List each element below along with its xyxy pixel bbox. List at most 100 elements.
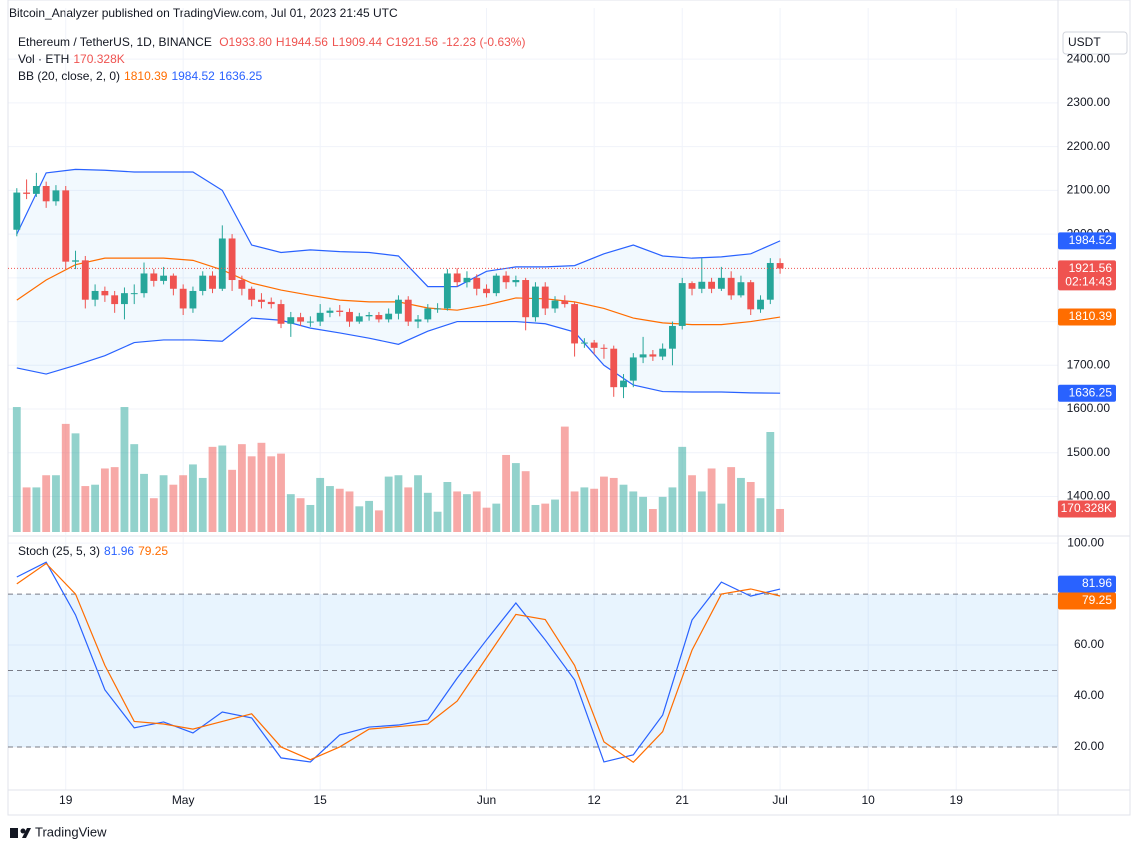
- stoch-tick-label: 60.00: [1074, 637, 1104, 651]
- candle-body: [669, 325, 676, 349]
- volume-bar: [247, 456, 256, 532]
- candle-body: [121, 293, 128, 305]
- candle-body: [13, 192, 21, 230]
- volume-bar: [149, 498, 158, 532]
- candle-body: [130, 293, 138, 295]
- candle-body: [189, 290, 197, 309]
- x-tick-label: Jul: [772, 793, 787, 807]
- stoch-d: 79.25: [138, 544, 169, 558]
- stoch-k: 81.96: [104, 544, 135, 558]
- x-tick-label: May: [172, 793, 195, 807]
- volume-bar: [697, 491, 706, 532]
- candle-body: [463, 277, 471, 283]
- volume-bar: [511, 463, 520, 532]
- candle-body: [610, 348, 618, 388]
- candle-body: [766, 262, 774, 300]
- last-price-label: 1921.56: [1069, 261, 1113, 275]
- volume-bar: [218, 445, 227, 532]
- candle-body: [267, 301, 275, 305]
- volume-bar: [502, 454, 511, 532]
- volume-name: Vol · ETH: [18, 52, 70, 66]
- candle-body: [150, 273, 158, 281]
- candle-body: [747, 282, 755, 310]
- candle-body: [727, 277, 735, 296]
- volume-bar: [668, 487, 677, 532]
- volume-bar: [590, 488, 599, 532]
- bb-lower: [16, 317, 781, 394]
- currency-button[interactable]: [1062, 31, 1128, 55]
- candle-body: [91, 290, 99, 300]
- stoch-tick-label: 20.00: [1074, 739, 1104, 753]
- candle-body: [355, 316, 363, 322]
- candle-body: [443, 273, 451, 309]
- candle-body: [375, 315, 383, 320]
- symbol-legend: Ethereum / TetherUS, 1D, BINANCE O1933.8…: [18, 35, 529, 49]
- volume-bar: [120, 407, 129, 532]
- volume-bar: [355, 506, 364, 532]
- volume-bar: [551, 499, 559, 532]
- volume-bar: [482, 507, 491, 532]
- volume-bar: [140, 473, 148, 532]
- volume-bar: [463, 494, 471, 532]
- stoch-line: [16, 562, 781, 764]
- volume-bar: [453, 491, 462, 532]
- chart-frame: [7, 0, 1131, 816]
- volume-bar: [443, 482, 452, 532]
- volume-bar: [492, 503, 501, 532]
- candle-body: [522, 280, 530, 318]
- volume-bar: [335, 488, 344, 532]
- candle-body: [306, 321, 314, 323]
- bb-lower: 1636.25: [218, 69, 263, 83]
- volume-bar: [22, 487, 31, 532]
- y-tick-label: 2300.00: [1067, 95, 1111, 109]
- candle-body: [717, 277, 725, 289]
- volume-bar: [159, 475, 168, 532]
- stoch-1-box: [1058, 592, 1116, 610]
- candle-body: [708, 281, 716, 289]
- volume-bar: [345, 491, 354, 532]
- candle-body: [649, 354, 657, 357]
- candle-body: [688, 283, 696, 289]
- bb-fill: [16, 169, 781, 394]
- candle-body: [639, 354, 647, 358]
- volume-bar: [277, 453, 285, 532]
- bb-upper: 1984.52: [171, 69, 215, 83]
- volume-bar: [91, 484, 100, 532]
- candle-body: [629, 357, 637, 381]
- candle-body: [512, 280, 520, 283]
- volume-bar: [71, 433, 80, 532]
- x-tick-label: 10: [861, 793, 875, 807]
- volume-bar: [414, 475, 422, 532]
- volume-bar: [189, 464, 197, 532]
- x-tick-label: 15: [313, 793, 327, 807]
- candle-body: [52, 190, 60, 202]
- y-tick-label: 1400.00: [1067, 489, 1111, 503]
- candle-body: [287, 317, 295, 324]
- volume-bar: [404, 487, 413, 532]
- volume-bar: [365, 500, 374, 532]
- volume-bar: [296, 498, 305, 532]
- volume-bar: [658, 496, 667, 532]
- volume-bar: [286, 494, 295, 532]
- volume-bar: [717, 503, 726, 532]
- candle-body: [248, 288, 256, 300]
- volume-bar: [600, 476, 608, 532]
- bb-upper-label: 1984.52: [1069, 233, 1113, 247]
- volume-bar: [394, 475, 403, 532]
- volume-bar: [531, 504, 540, 532]
- volume-bar: [208, 446, 217, 532]
- volume-bar: [384, 476, 393, 532]
- volume-bar: [541, 503, 550, 532]
- volume-bar: [169, 484, 178, 532]
- candle-body: [336, 310, 344, 312]
- candle-body: [492, 275, 500, 294]
- volume-value: 170.328K: [73, 52, 125, 66]
- candle-body: [580, 342, 588, 344]
- bb-lower-label: 1636.25: [1069, 385, 1113, 399]
- volume-bar: [472, 491, 481, 532]
- candle-body: [502, 275, 510, 283]
- candle-body: [453, 273, 461, 283]
- candle-body: [346, 311, 353, 322]
